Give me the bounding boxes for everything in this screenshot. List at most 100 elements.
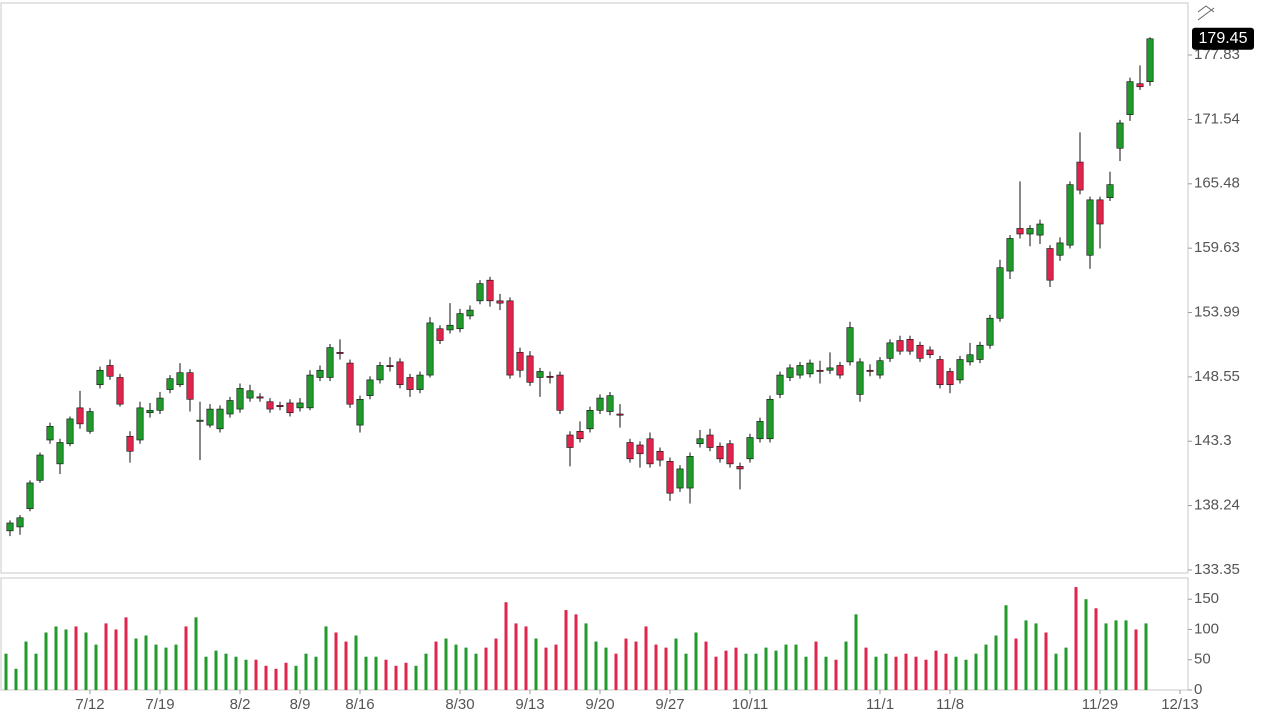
- volume-bar: [574, 614, 578, 690]
- x-tick-label: 8/16: [345, 696, 374, 713]
- candle-body: [786, 367, 794, 378]
- candle-body: [506, 300, 514, 376]
- volume-bar: [524, 626, 528, 690]
- candle-body: [496, 300, 504, 304]
- volume-bar: [764, 647, 768, 690]
- x-tick-label: 8/2: [230, 696, 251, 713]
- y-tick-label: 50: [1194, 651, 1211, 668]
- candle-body: [896, 340, 904, 352]
- volume-bar: [264, 665, 268, 690]
- volume-bar: [694, 632, 698, 690]
- candle-body: [1056, 242, 1064, 256]
- volume-bar: [1084, 599, 1088, 690]
- candle-body: [286, 402, 294, 414]
- candle-body: [556, 374, 564, 411]
- candle-body: [6, 522, 14, 532]
- y-tick-label: 148.55: [1194, 368, 1240, 385]
- volume-bar: [644, 626, 648, 690]
- candle-body: [76, 407, 84, 425]
- volume-bar: [244, 659, 248, 690]
- candle-body: [1066, 184, 1074, 246]
- volume-bar: [314, 656, 318, 690]
- candle-body: [196, 419, 204, 422]
- volume-bar: [514, 623, 518, 690]
- x-tick-label: 9/20: [585, 696, 614, 713]
- volume-bar: [474, 653, 478, 690]
- volume-bar: [224, 653, 228, 690]
- candle-body: [1096, 199, 1104, 225]
- candle-body: [856, 361, 864, 395]
- volume-bar: [1144, 623, 1148, 690]
- volume-bar: [894, 656, 898, 690]
- candle-body: [356, 398, 364, 426]
- price-pane: [0, 2, 1189, 574]
- candle-body: [136, 407, 144, 441]
- x-tick-label: 12/13: [1161, 696, 1199, 713]
- volume-bar: [864, 647, 868, 690]
- candle-body: [906, 339, 914, 352]
- volume-bar: [154, 644, 158, 690]
- candle-body: [946, 371, 954, 386]
- candle-body: [626, 442, 634, 460]
- candle-body: [746, 437, 754, 460]
- volume-bar: [484, 647, 488, 690]
- volume-bar: [284, 662, 288, 690]
- volume-bar: [194, 617, 198, 690]
- candle-body: [1046, 248, 1054, 281]
- candle-body: [926, 349, 934, 356]
- candle-body: [246, 390, 254, 399]
- candle-body: [846, 327, 854, 363]
- candle-body: [666, 461, 674, 494]
- x-tick-label: 7/12: [75, 696, 104, 713]
- candle-body: [976, 344, 984, 360]
- candle-body: [1146, 38, 1154, 82]
- volume-bar: [944, 653, 948, 690]
- volume-bar: [1094, 608, 1098, 690]
- volume-bar: [164, 647, 168, 690]
- candle-body: [16, 517, 24, 528]
- candle-body: [1106, 184, 1114, 198]
- volume-bar: [804, 656, 808, 690]
- candle-body: [636, 444, 644, 455]
- volume-bar: [1074, 587, 1078, 690]
- volume-bar: [14, 668, 18, 690]
- volume-bar: [204, 656, 208, 690]
- volume-bar: [734, 647, 738, 690]
- volume-bar: [454, 644, 458, 690]
- candle-body: [606, 395, 614, 412]
- candle-body: [476, 283, 484, 302]
- volume-bar: [334, 632, 338, 690]
- x-tick-label: 11/29: [1082, 696, 1118, 713]
- candle-body: [1086, 199, 1094, 256]
- volume-bar: [184, 626, 188, 690]
- volume-bar: [294, 665, 298, 690]
- volume-bar: [824, 656, 828, 690]
- candle-body: [396, 361, 404, 386]
- volume-bar: [794, 644, 798, 690]
- volume-bar: [594, 641, 598, 690]
- y-tick-label: 133.35: [1194, 561, 1240, 578]
- volume-bar: [4, 653, 8, 690]
- y-tick-label: 138.24: [1194, 497, 1240, 514]
- candle-body: [446, 324, 454, 331]
- volume-bar: [554, 644, 558, 690]
- x-tick-label: 8/30: [445, 696, 474, 713]
- candle-body: [116, 377, 124, 405]
- volume-bar: [814, 641, 818, 690]
- x-tick-label: 9/27: [655, 696, 684, 713]
- volume-bar: [564, 610, 568, 690]
- candle-body: [106, 365, 114, 377]
- volume-bar: [1024, 620, 1028, 690]
- candle-body: [256, 396, 264, 399]
- candle-body: [166, 378, 174, 390]
- volume-bar: [104, 623, 108, 690]
- x-tick-label: 7/19: [145, 696, 174, 713]
- volume-bar: [904, 653, 908, 690]
- candle-body: [236, 388, 244, 410]
- volume-bar: [984, 644, 988, 690]
- candle-body: [326, 347, 334, 378]
- candle-body: [726, 443, 734, 465]
- volume-bar: [354, 635, 358, 690]
- candle-body: [416, 374, 424, 390]
